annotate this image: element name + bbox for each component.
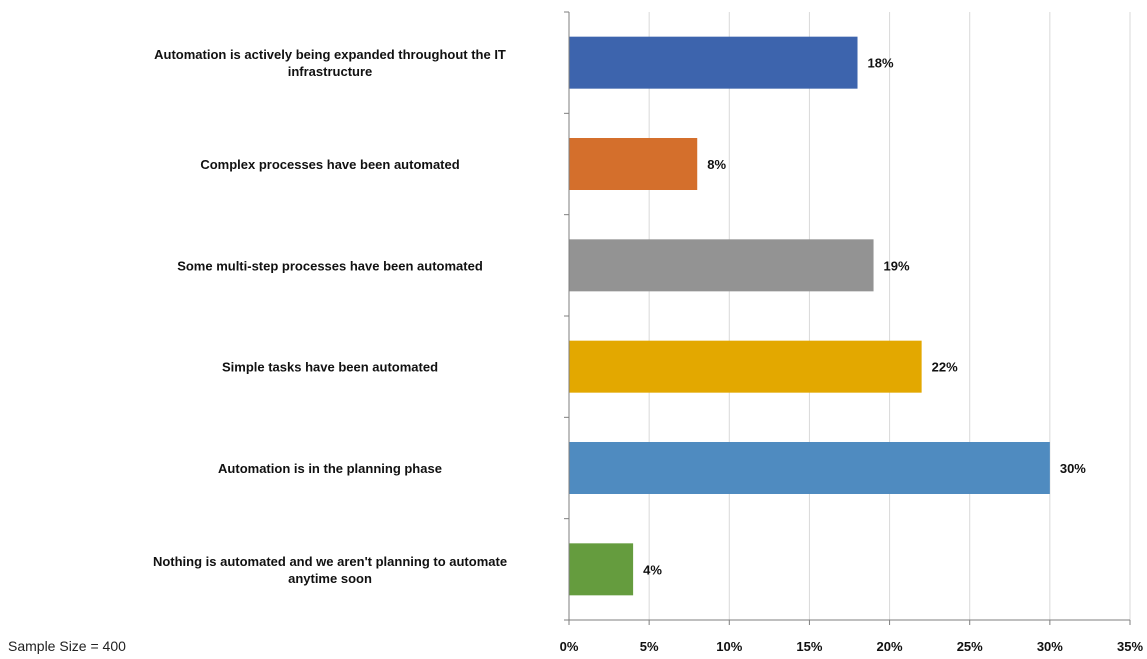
x-tick-label: 30%: [1037, 639, 1063, 654]
category-label: Automation is in the planning phase: [218, 461, 442, 476]
bars: [569, 36, 1050, 596]
x-tick-label: 10%: [716, 639, 742, 654]
bar: [569, 340, 922, 393]
data-label: 19%: [884, 258, 910, 273]
bar: [569, 36, 858, 89]
data-label: 4%: [643, 562, 662, 577]
grid-lines: [648, 12, 1131, 620]
x-tick-label: 0%: [560, 639, 579, 654]
category-label: Nothing is automated and we aren't plann…: [153, 554, 507, 586]
sample-size-note: Sample Size = 400: [8, 638, 126, 654]
bar: [569, 543, 634, 596]
x-tick-label: 5%: [640, 639, 659, 654]
labels: 0% 5% 10% 15% 20% 25% 30% 35% 18% Automation is a…: [153, 47, 1144, 654]
category-label: Some multi-step processes have been auto…: [177, 258, 483, 273]
bar: [569, 239, 874, 292]
x-tick-label: 25%: [957, 639, 983, 654]
bar: [569, 442, 1050, 494]
x-tick-label: 15%: [796, 639, 822, 654]
category-label: Automation is actively being expanded th…: [154, 47, 506, 79]
data-label: 8%: [707, 157, 726, 172]
category-label: Simple tasks have been automated: [222, 360, 438, 375]
x-tick-label: 35%: [1117, 639, 1143, 654]
x-tick-label: 20%: [877, 639, 903, 654]
data-label: 18%: [868, 56, 894, 71]
data-label: 22%: [932, 360, 958, 375]
category-label: Complex processes have been automated: [200, 157, 459, 172]
bar: [569, 138, 698, 190]
data-label: 30%: [1060, 461, 1086, 476]
axes: [564, 11, 1131, 625]
